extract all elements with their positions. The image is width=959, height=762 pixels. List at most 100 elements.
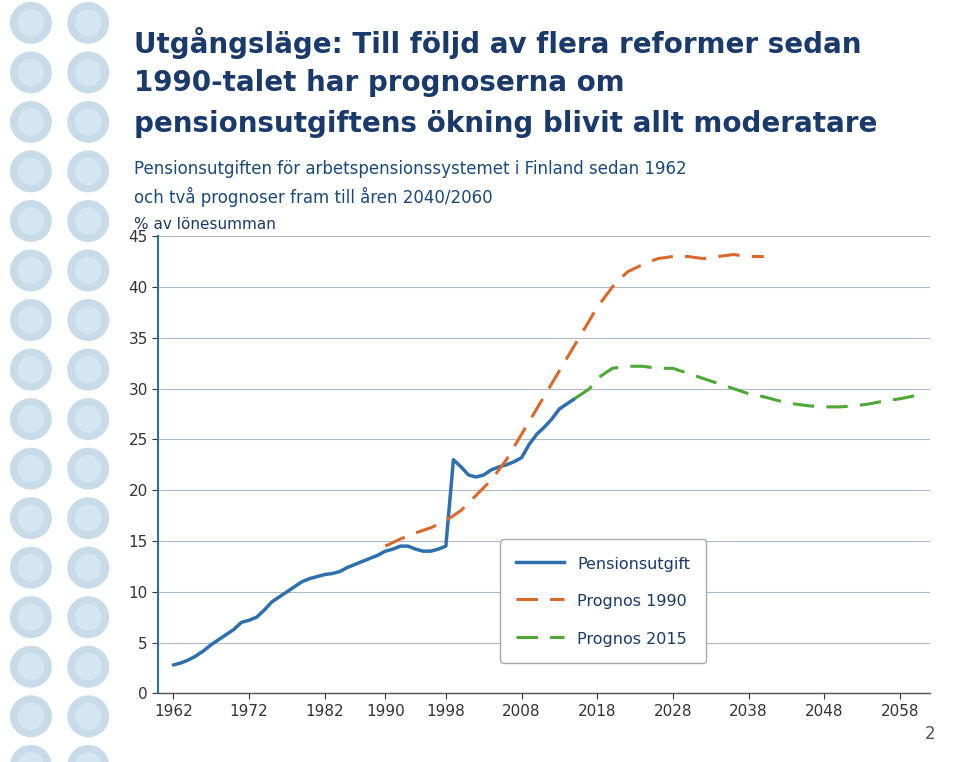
Ellipse shape [75, 455, 102, 482]
Prognos 1990 [652, 254, 664, 263]
Ellipse shape [17, 306, 44, 334]
Ellipse shape [10, 200, 52, 242]
Ellipse shape [17, 9, 44, 37]
Line: Pensionsutgift: Pensionsutgift [174, 399, 574, 665]
Prognos 1990 [667, 252, 679, 261]
Prognos 1990 [682, 252, 693, 261]
Prognos 2015 [909, 391, 921, 400]
Ellipse shape [75, 59, 102, 86]
Prognos 2015 [713, 379, 724, 388]
Line: Prognos 2015: Prognos 2015 [574, 367, 915, 407]
Ellipse shape [17, 703, 44, 730]
Ellipse shape [10, 51, 52, 94]
Ellipse shape [17, 108, 44, 136]
Prognos 1990 [470, 491, 481, 500]
Ellipse shape [75, 604, 102, 631]
Prognos 1990 [409, 528, 421, 537]
Prognos 2015 [804, 402, 815, 411]
Prognos 2015 [879, 396, 891, 405]
Ellipse shape [75, 108, 102, 136]
Prognos 2015 [788, 399, 800, 408]
Prognos 2015 [773, 396, 784, 405]
Ellipse shape [10, 299, 52, 341]
Ellipse shape [17, 653, 44, 680]
Ellipse shape [67, 51, 109, 94]
Ellipse shape [75, 158, 102, 185]
Ellipse shape [67, 596, 109, 639]
Ellipse shape [17, 504, 44, 532]
Ellipse shape [67, 200, 109, 242]
Ellipse shape [10, 151, 52, 193]
Prognos 2015 [697, 374, 709, 383]
Ellipse shape [75, 257, 102, 284]
Prognos 1990 [501, 455, 512, 464]
Ellipse shape [75, 207, 102, 235]
Ellipse shape [67, 299, 109, 341]
Prognos 2015 [758, 392, 769, 402]
Pensionsutgift [409, 545, 421, 554]
Ellipse shape [10, 2, 52, 44]
Ellipse shape [67, 249, 109, 291]
Line: Prognos 1990: Prognos 1990 [386, 255, 763, 546]
Prognos 2015 [599, 369, 611, 378]
Prognos 2015 [819, 402, 830, 411]
Ellipse shape [75, 653, 102, 680]
Prognos 1990 [758, 252, 769, 261]
Ellipse shape [10, 399, 52, 440]
Prognos 2015 [728, 384, 739, 393]
Ellipse shape [17, 455, 44, 482]
Prognos 2015 [894, 394, 905, 403]
Prognos 2015 [576, 389, 588, 399]
Prognos 1990 [621, 267, 633, 277]
Prognos 2015 [607, 363, 619, 373]
Ellipse shape [67, 696, 109, 738]
Ellipse shape [75, 554, 102, 581]
Prognos 1990 [637, 260, 648, 269]
Prognos 1990 [440, 516, 452, 525]
Ellipse shape [17, 752, 44, 762]
Ellipse shape [17, 158, 44, 185]
Ellipse shape [75, 752, 102, 762]
Text: och två prognoser fram till åren 2040/2060: och två prognoser fram till åren 2040/20… [134, 187, 493, 207]
Ellipse shape [75, 306, 102, 334]
Prognos 1990 [607, 283, 619, 292]
Ellipse shape [67, 101, 109, 143]
Ellipse shape [67, 547, 109, 589]
Prognos 1990 [516, 430, 527, 439]
Ellipse shape [17, 356, 44, 383]
Prognos 2015 [592, 374, 603, 383]
Text: Utgångsläge: Till följd av flera reformer sedan: Utgångsläge: Till följd av flera reforme… [134, 27, 862, 59]
Ellipse shape [67, 349, 109, 391]
Prognos 1990 [456, 506, 467, 515]
Text: % av lönesumman: % av lönesumman [134, 217, 276, 232]
Prognos 2015 [621, 362, 633, 371]
Ellipse shape [17, 604, 44, 631]
Ellipse shape [75, 405, 102, 433]
Ellipse shape [10, 646, 52, 687]
Prognos 2015 [652, 363, 664, 373]
Prognos 2015 [682, 369, 693, 378]
Prognos 1990 [380, 542, 391, 551]
Ellipse shape [10, 547, 52, 589]
Prognos 1990 [713, 252, 724, 261]
Ellipse shape [67, 646, 109, 687]
Prognos 2015 [637, 362, 648, 371]
Text: 1990-talet har prognoserna om: 1990-talet har prognoserna om [134, 69, 625, 97]
Pensionsutgift [168, 661, 179, 670]
Prognos 2015 [569, 394, 580, 403]
Ellipse shape [67, 745, 109, 762]
Text: Pensionsutgiften för arbetspensionssystemet i Finland sedan 1962: Pensionsutgiften för arbetspensionssyste… [134, 160, 687, 178]
Prognos 1990 [592, 303, 603, 312]
Ellipse shape [17, 554, 44, 581]
Prognos 2015 [667, 363, 679, 373]
Ellipse shape [17, 405, 44, 433]
Ellipse shape [10, 498, 52, 539]
Prognos 1990 [561, 354, 573, 363]
Legend: Pensionsutgift, Prognos 1990, Prognos 2015: Pensionsutgift, Prognos 1990, Prognos 20… [501, 539, 706, 663]
Text: 2: 2 [924, 725, 935, 743]
Prognos 1990 [576, 328, 588, 338]
Pensionsutgift [387, 545, 399, 554]
Pensionsutgift [440, 542, 452, 551]
Prognos 2015 [849, 402, 860, 411]
Ellipse shape [10, 349, 52, 391]
